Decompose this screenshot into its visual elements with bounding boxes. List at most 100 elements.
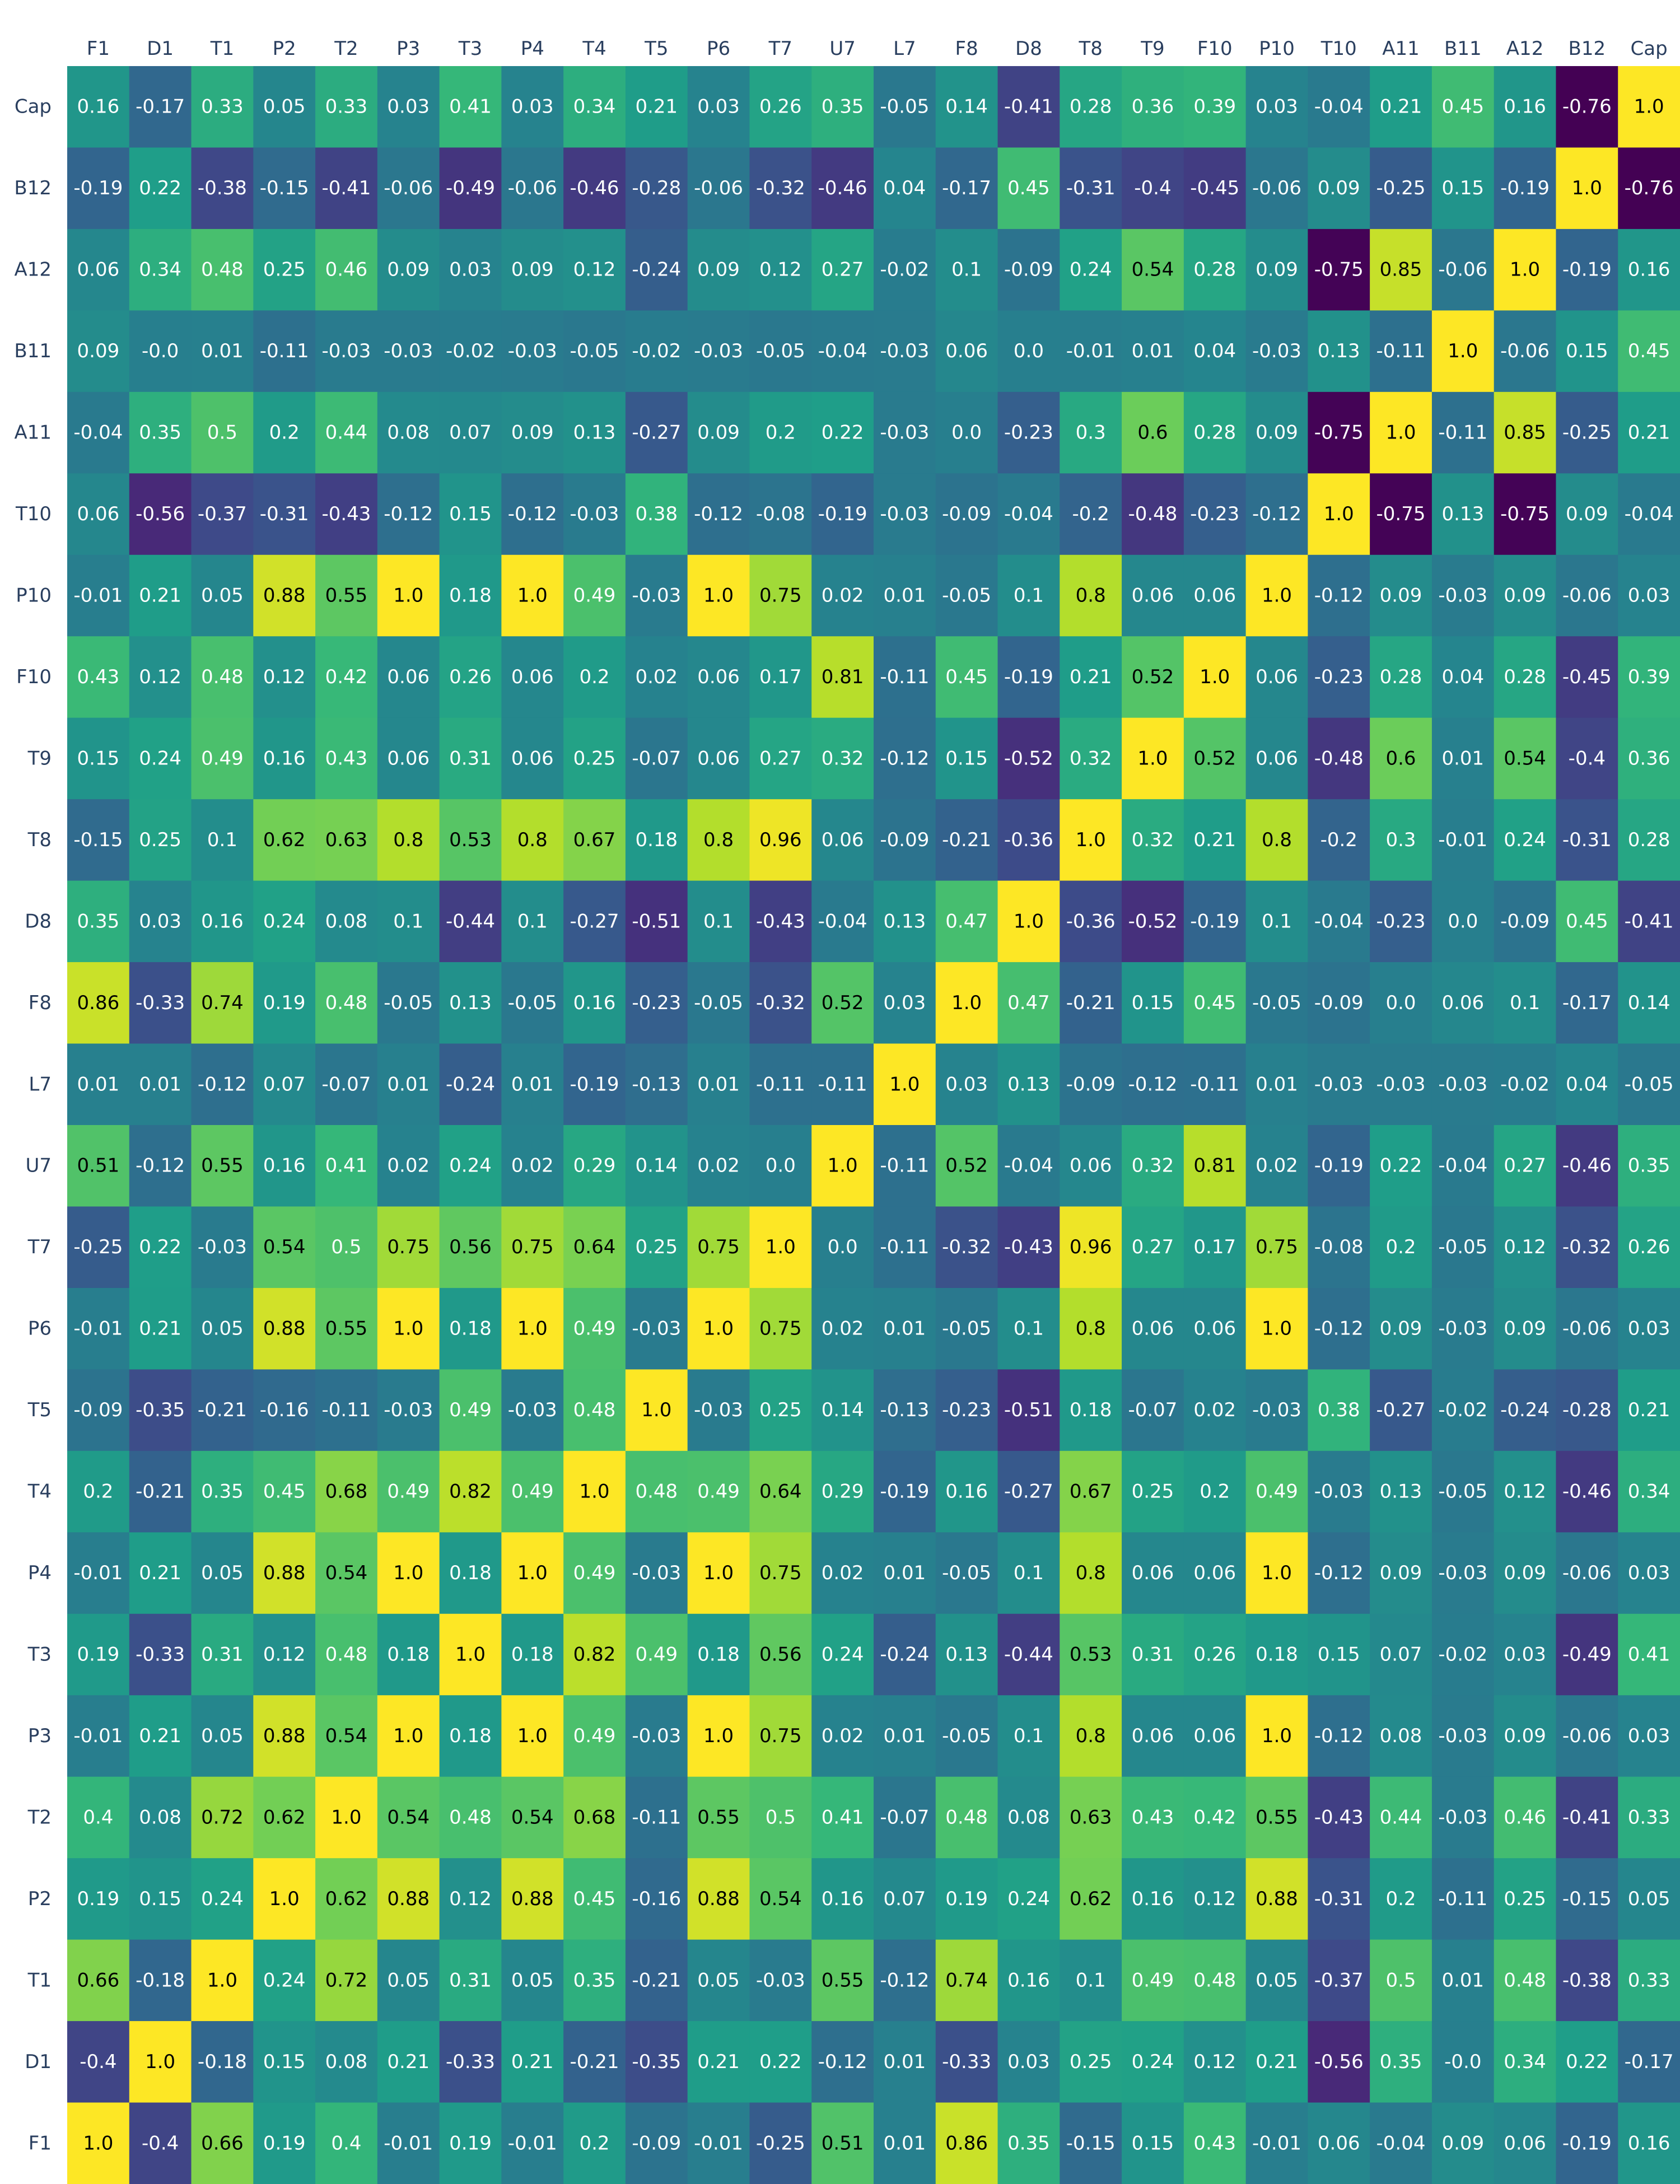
heatmap-cell-value: -0.03	[384, 340, 433, 362]
heatmap-cell-value: 0.04	[884, 177, 926, 199]
heatmap-cell	[1245, 1125, 1308, 1207]
heatmap-cell-value: 0.8	[1262, 829, 1292, 851]
heatmap-cell	[1618, 1043, 1680, 1126]
heatmap-cell-value: -0.46	[570, 177, 619, 199]
heatmap-cell	[749, 2102, 812, 2184]
heatmap-cell-value: 0.26	[449, 666, 492, 688]
heatmap-cell-value: -0.05	[508, 992, 557, 1014]
heatmap-cell-value: 0.14	[635, 1155, 678, 1177]
heatmap-cell	[749, 147, 812, 230]
heatmap-cell-value: -0.03	[1438, 1806, 1487, 1828]
heatmap-cell	[67, 2021, 130, 2103]
y-tick-label: A12	[14, 259, 52, 281]
heatmap-cell	[191, 66, 254, 148]
heatmap-cell	[563, 1125, 626, 1207]
heatmap-cell-value: 0.45	[1007, 177, 1050, 199]
heatmap-cell-value: -0.08	[1314, 1236, 1364, 1258]
heatmap-cell-value: -0.25	[756, 2132, 805, 2154]
heatmap-cell	[1618, 962, 1680, 1044]
heatmap-cell	[1370, 636, 1432, 718]
x-tick-label: B12	[1569, 38, 1606, 60]
heatmap-cell	[874, 147, 936, 230]
heatmap-cell-value: 0.0	[1448, 910, 1478, 932]
heatmap-cell-value: 0.49	[201, 747, 244, 769]
heatmap-cell	[749, 1858, 812, 1940]
heatmap-cell	[253, 66, 316, 148]
heatmap-cell-value: 0.2	[579, 666, 609, 688]
heatmap-cell	[997, 799, 1060, 881]
heatmap-cell	[1308, 1287, 1370, 1370]
heatmap-cell	[935, 1858, 998, 1940]
heatmap-cell	[253, 1450, 316, 1533]
heatmap-cell	[687, 1369, 750, 1452]
heatmap-cell	[377, 66, 440, 148]
heatmap-cell	[935, 473, 998, 556]
heatmap-cell	[1308, 1450, 1370, 1533]
heatmap-cell-value: -0.01	[694, 2132, 743, 2154]
heatmap-cell	[935, 554, 998, 637]
heatmap-cell-value: 0.44	[1380, 1806, 1422, 1828]
heatmap-cell-value: 0.49	[573, 1318, 616, 1340]
heatmap-cell	[874, 717, 936, 800]
heatmap-cell	[129, 391, 192, 474]
heatmap-cell	[67, 1369, 130, 1452]
heatmap-cell	[563, 2102, 626, 2184]
heatmap-cell	[191, 147, 254, 230]
heatmap-cell	[687, 473, 750, 556]
heatmap-cell	[1494, 799, 1557, 881]
heatmap-cell	[1494, 66, 1557, 148]
heatmap-cell	[997, 1613, 1060, 1696]
heatmap-cell	[749, 473, 812, 556]
heatmap-cell-value: -0.32	[1562, 1236, 1612, 1258]
heatmap-cell-value: 0.09	[1441, 2132, 1484, 2154]
heatmap-cell	[1308, 1939, 1370, 2022]
heatmap-cell-value: 0.82	[449, 1481, 492, 1503]
heatmap-cell-value: 0.18	[1256, 1644, 1298, 1666]
heatmap-cell	[625, 1287, 688, 1370]
heatmap-cell-value: -0.16	[632, 1888, 681, 1910]
heatmap-cell	[501, 310, 564, 393]
heatmap-cell	[1122, 147, 1184, 230]
heatmap-cell-value: 1.0	[1262, 1725, 1292, 1747]
heatmap-cell	[191, 1858, 254, 1940]
heatmap-cell-value: 0.06	[1132, 1318, 1174, 1340]
heatmap-cell-value: 0.34	[139, 259, 181, 281]
heatmap-cell	[315, 473, 378, 556]
heatmap-cell-value: 0.32	[1132, 829, 1174, 851]
heatmap-cell-value: 0.1	[951, 259, 982, 281]
heatmap-cell-value: -0.11	[1438, 1888, 1487, 1910]
x-tick-label: U7	[829, 38, 856, 60]
heatmap-cell	[1370, 1125, 1432, 1207]
heatmap-cell-value: 0.35	[1007, 2132, 1050, 2154]
heatmap-cell	[1060, 1369, 1122, 1452]
heatmap-cell-value: -0.36	[1066, 910, 1116, 932]
heatmap-cell-value: 0.28	[1504, 666, 1546, 688]
heatmap-cell-value: 0.24	[449, 1155, 492, 1177]
heatmap-cell-value: -0.05	[570, 340, 619, 362]
heatmap-cell-value: 0.22	[139, 1236, 181, 1258]
y-tick-label: L7	[29, 1073, 52, 1095]
heatmap-cell-value: -0.51	[632, 910, 681, 932]
heatmap-cell-value: 1.0	[83, 2132, 113, 2154]
heatmap-cell	[687, 1858, 750, 1940]
heatmap-cell	[1060, 1858, 1122, 1940]
heatmap-cell	[439, 1776, 502, 1859]
heatmap-cell	[1245, 473, 1308, 556]
heatmap-cell-value: 0.08	[1380, 1725, 1422, 1747]
heatmap-cell-value: 0.3	[1076, 422, 1106, 444]
heatmap-cell	[935, 391, 998, 474]
heatmap-cell-value: 0.32	[1070, 747, 1112, 769]
heatmap-cell	[1060, 799, 1122, 881]
heatmap-cell	[191, 1206, 254, 1289]
heatmap-cell	[439, 554, 502, 637]
heatmap-cell	[1245, 1776, 1308, 1859]
heatmap-cell	[1494, 717, 1557, 800]
heatmap-cell	[935, 1287, 998, 1370]
heatmap-cell	[874, 1613, 936, 1696]
heatmap-cell-value: 0.18	[697, 1644, 740, 1666]
heatmap-cell-value: -0.2	[1320, 829, 1357, 851]
heatmap-cell	[563, 473, 626, 556]
heatmap-cell	[687, 636, 750, 718]
heatmap-cell-value: 0.1	[207, 829, 237, 851]
heatmap-cell-value: -0.51	[1004, 1399, 1053, 1421]
